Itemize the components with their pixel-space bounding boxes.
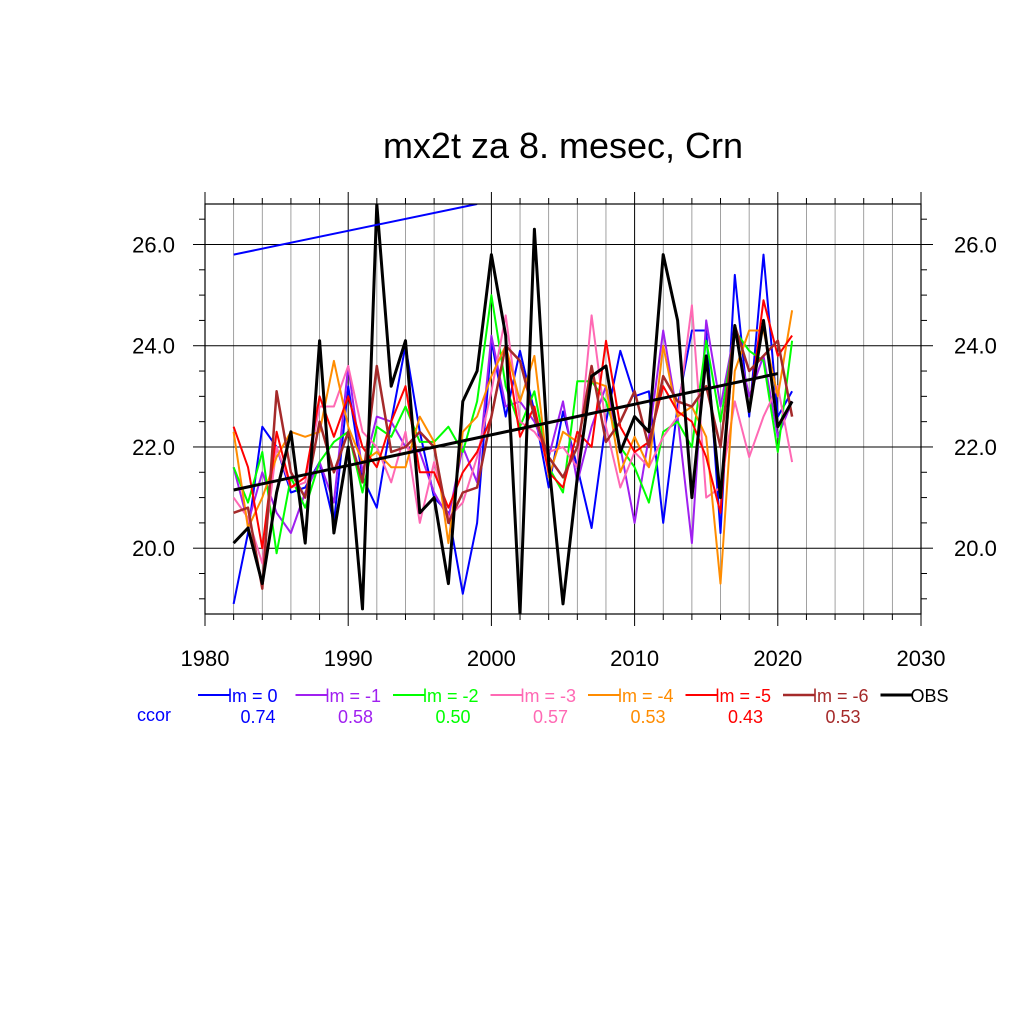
- y-tick-label-left: 20.0: [132, 536, 175, 561]
- ccor-value: 0.53: [630, 707, 665, 727]
- legend-label: OBS: [911, 686, 949, 706]
- y-tick-label-right: 22.0: [954, 435, 997, 460]
- legend-label: lm = 0: [228, 686, 278, 706]
- series-line: [232, 204, 794, 614]
- chart-title: mx2t za 8. mesec, Crn: [383, 125, 743, 166]
- x-tick-label: 2010: [610, 646, 659, 671]
- legend-label: lm = -6: [813, 686, 869, 706]
- series-line: [232, 304, 794, 565]
- y-tick-label-left: 22.0: [132, 435, 175, 460]
- x-tick-label: 1980: [181, 646, 230, 671]
- series-lines: [232, 204, 794, 614]
- legend-label: lm = -1: [326, 686, 382, 706]
- ccor-value: 0.74: [240, 707, 275, 727]
- series-line: [232, 253, 793, 605]
- legend-label: lm = -4: [618, 686, 674, 706]
- y-tick-label-left: 24.0: [132, 334, 175, 359]
- x-tick-label: 2000: [467, 646, 516, 671]
- ccor-value: 0.58: [338, 707, 373, 727]
- y-tick-label-right: 26.0: [954, 232, 997, 257]
- ccor-label: ccor: [137, 705, 171, 725]
- trend-line: [233, 372, 779, 492]
- ccor-value: 0.53: [825, 707, 860, 727]
- x-tick-label: 1990: [324, 646, 373, 671]
- x-tick-label: 2030: [897, 646, 946, 671]
- ccor-value: 0.50: [435, 707, 470, 727]
- x-tick-label: 2020: [753, 646, 802, 671]
- y-tick-label-right: 24.0: [954, 334, 997, 359]
- plot-frame: [204, 203, 922, 615]
- legend-label: lm = -3: [521, 686, 577, 706]
- series-group: [232, 204, 794, 614]
- ccor-value: 0.43: [728, 707, 763, 727]
- y-tick-label-right: 20.0: [954, 536, 997, 561]
- trend-line: [233, 204, 478, 256]
- ccor-value: 0.57: [533, 707, 568, 727]
- y-tick-label-left: 26.0: [132, 232, 175, 257]
- legend-label: lm = -5: [716, 686, 772, 706]
- axes: 1980 1990 2000 2010 2020 2030 20.0 20.0 22.0 22.0…: [132, 192, 997, 671]
- legend-label: lm = -2: [423, 686, 479, 706]
